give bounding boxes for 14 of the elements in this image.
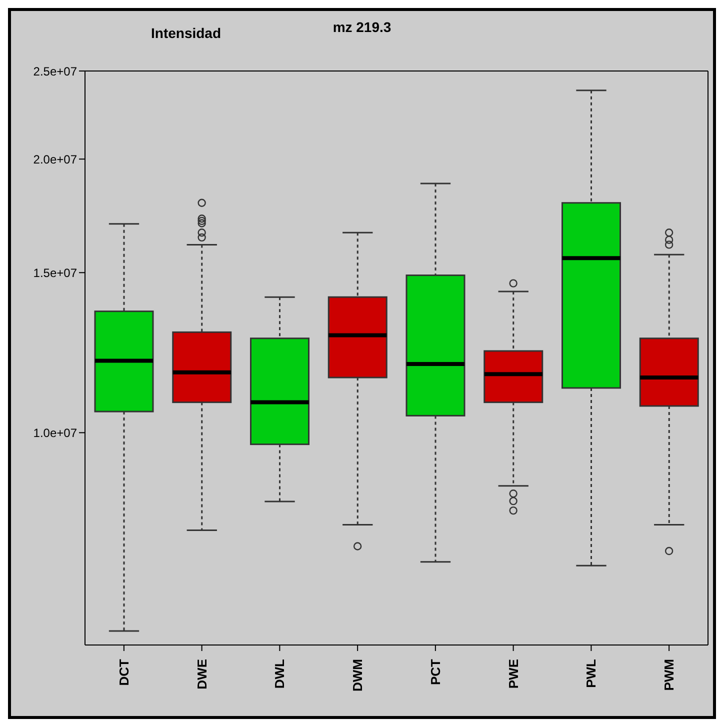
x-tick-label: DWM	[350, 659, 366, 692]
chart-title: mz 219.3	[332, 19, 392, 35]
x-tick-label: DCT	[116, 658, 132, 686]
x-tick-label: PWL	[584, 658, 599, 688]
y-tick-label: 2.0e+07	[33, 152, 78, 166]
y-tick-label: 1.5e+07	[33, 266, 78, 280]
x-tick-label: PCT	[428, 658, 443, 685]
x-tick-label: DWL	[272, 658, 288, 689]
x-tick-label: PWE	[506, 658, 521, 689]
x-tick-label: PWM	[662, 659, 677, 691]
y-tick-label: 2.5e+07	[33, 64, 78, 78]
y-axis-title: Intensidad	[151, 25, 222, 41]
x-tick-label: DWE	[194, 658, 210, 690]
y-tick-label: 1.0e+07	[33, 426, 78, 440]
